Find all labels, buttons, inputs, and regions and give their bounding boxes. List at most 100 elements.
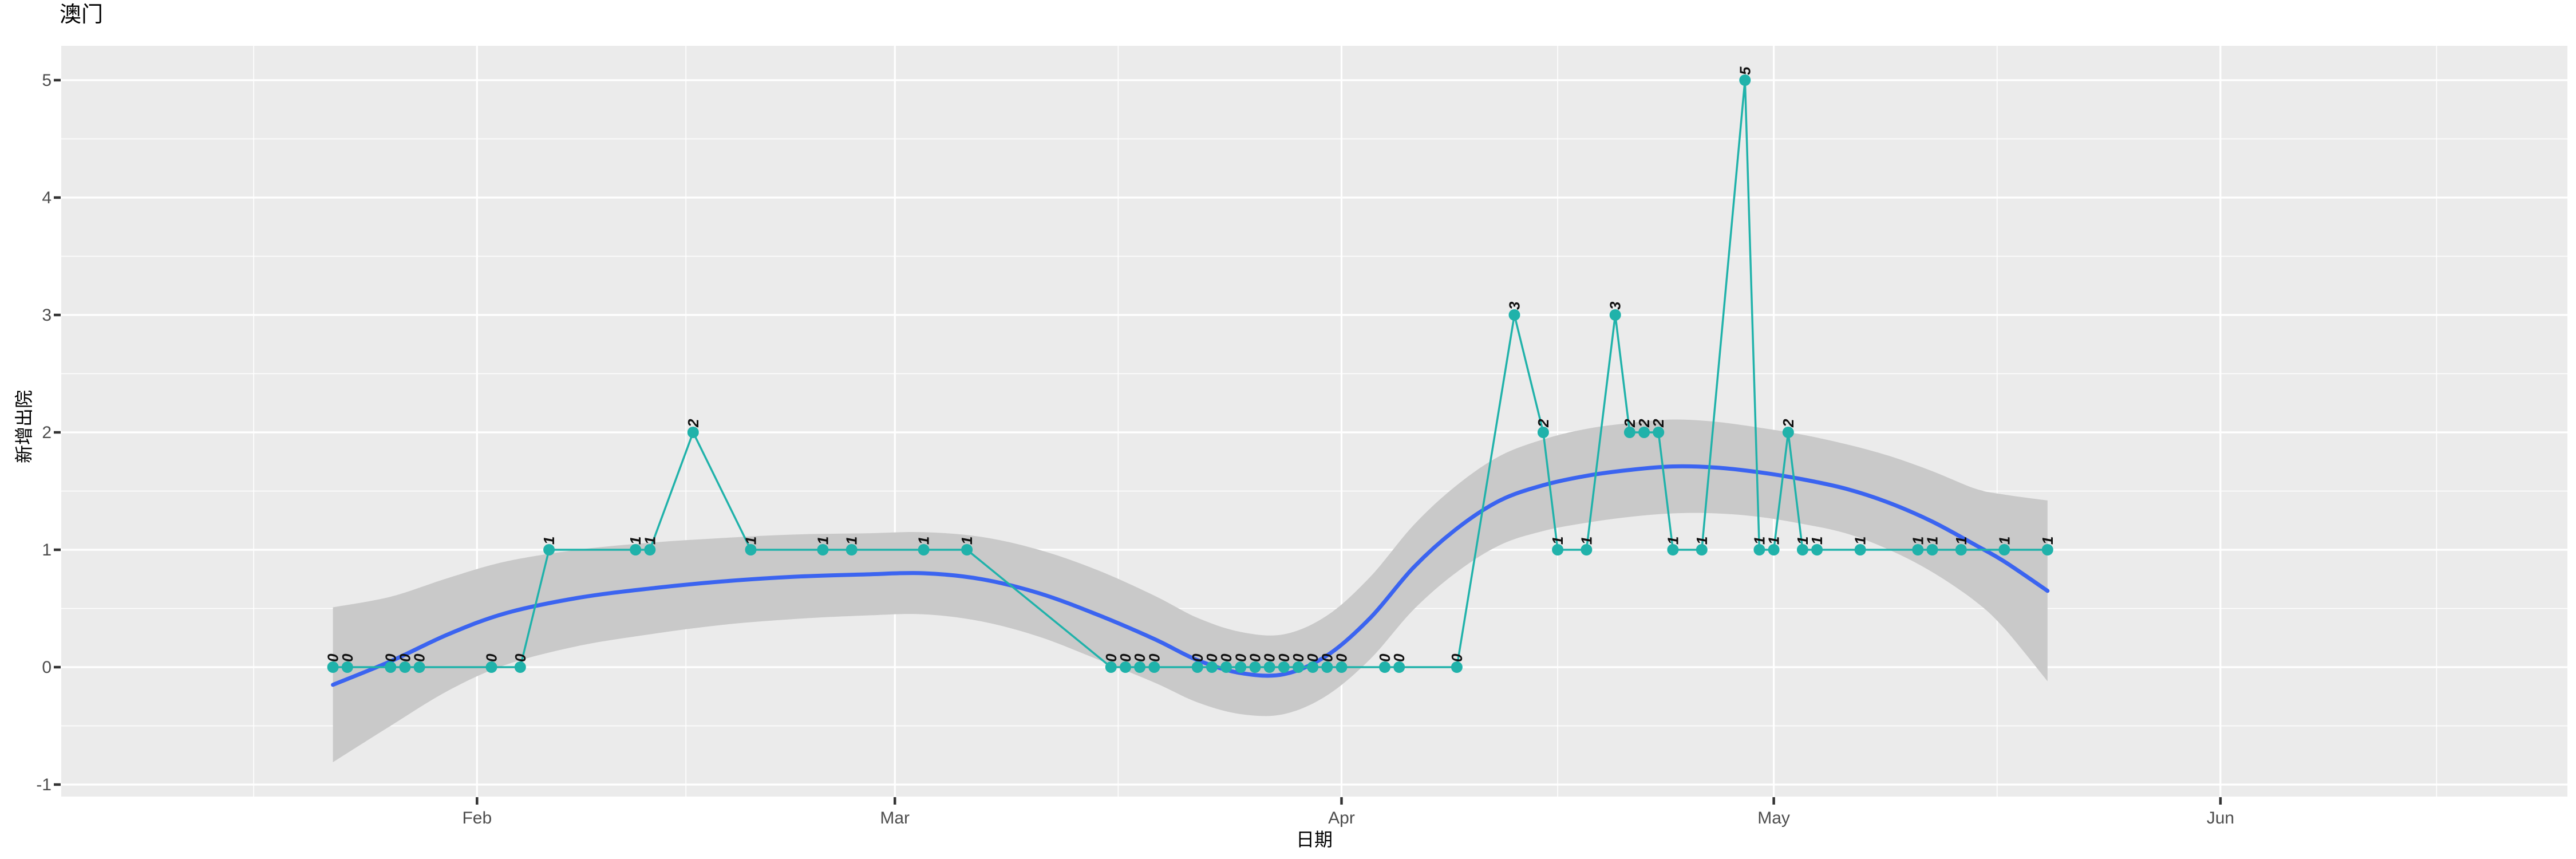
data-point [1696,544,1708,555]
point-value-label: 2 [1650,419,1667,428]
x-tick-label: Jun [2207,809,2234,828]
point-value-label: 1 [1751,537,1768,545]
point-value-label: 0 [512,653,529,662]
data-point [1148,661,1160,673]
data-point [1336,661,1348,673]
point-value-label: 0 [339,653,356,662]
data-point [1955,544,1967,555]
point-value-label: 0 [1390,653,1408,662]
x-tick-label: Mar [880,809,910,828]
point-value-label: 0 [1275,653,1293,662]
confidence-ribbon [333,419,2048,762]
data-point [1811,544,1823,555]
point-value-label: 1 [1794,537,1811,545]
point-value-label: 0 [1145,653,1163,662]
y-tick-label: 3 [42,306,52,325]
point-value-label: 1 [915,537,933,545]
point-value-label: 5 [1736,66,1753,75]
data-point [2041,544,2053,555]
point-value-label: 1 [1693,537,1710,545]
point-value-label: 1 [1578,537,1595,545]
data-point [1393,661,1405,673]
data-point [514,661,526,673]
data-point [1191,661,1203,673]
data-point [1263,661,1275,673]
data-point [1638,427,1650,438]
data-point [1796,544,1808,555]
point-value-label: 3 [1506,301,1523,310]
point-value-label: 0 [1333,653,1350,662]
data-point [1379,661,1390,673]
point-value-label: 1 [540,537,558,545]
point-value-label: 0 [1117,653,1134,662]
point-value-label: 1 [1765,537,1783,545]
data-point [1768,544,1780,555]
data-point [341,661,353,673]
x-axis-tick-labels: Feb Mar Apr May Jun [462,809,2234,828]
chart-title: 澳门 [60,3,104,27]
point-value-label: 1 [843,537,860,545]
y-tick-label: 1 [42,541,52,559]
point-value-label: 2 [685,419,702,428]
data-point [1134,661,1146,673]
data-point [1249,661,1261,673]
point-value-label: 0 [1103,653,1120,662]
point-value-label: 0 [396,653,413,662]
point-value-label: 0 [1247,653,1264,662]
point-value-label: 1 [2039,537,2056,545]
data-point [1307,661,1319,673]
y-tick-label: 2 [42,423,52,442]
data-point [1552,544,1564,555]
data-point [918,544,930,555]
data-point [543,544,555,555]
data-point [687,427,699,438]
data-point [846,544,858,555]
point-value-label: 0 [483,653,500,662]
point-value-label: 0 [1131,653,1148,662]
y-tick-label: 5 [42,71,52,90]
point-value-label: 1 [1549,537,1566,545]
point-value-label: 0 [1203,653,1220,662]
data-point [1120,661,1131,673]
data-point [1623,427,1635,438]
point-value-label: 1 [958,537,975,545]
data-point [1782,427,1794,438]
data-point [1206,661,1218,673]
point-value-label: 1 [641,537,658,545]
data-point [1220,661,1232,673]
point-value-label: 1 [814,537,831,545]
point-value-label: 1 [1909,537,1926,545]
minor-gridlines [61,46,2567,797]
x-tick-label: May [1757,809,1790,828]
data-point [630,544,642,555]
data-point [1998,544,2010,555]
data-point [961,544,973,555]
data-point [1278,661,1290,673]
x-tick-label: Feb [462,809,492,828]
point-value-label: 2 [1535,419,1552,428]
data-point [1912,544,1924,555]
data-point [1293,661,1304,673]
data-point [644,544,656,555]
point-value-label: 1 [1664,537,1681,545]
point-value-label: 0 [1189,653,1206,662]
y-axis-tick-labels: -1 0 1 2 3 4 5 [36,71,52,794]
data-point [817,544,829,555]
data-point [1581,544,1593,555]
data-point [413,661,425,673]
point-value-label: 0 [411,653,428,662]
data-point [1537,427,1549,438]
axis-tick-marks [54,78,2222,805]
data-point [1667,544,1679,555]
data-point [1854,544,1866,555]
point-value-label: 0 [1376,653,1393,662]
x-tick-label: Apr [1328,809,1355,828]
y-axis-title: 新增出院 [14,389,34,464]
point-value-label: 0 [1318,653,1336,662]
point-value-label: 2 [1780,419,1797,428]
point-value-label: 0 [1448,653,1465,662]
point-value-label: 0 [1218,653,1235,662]
